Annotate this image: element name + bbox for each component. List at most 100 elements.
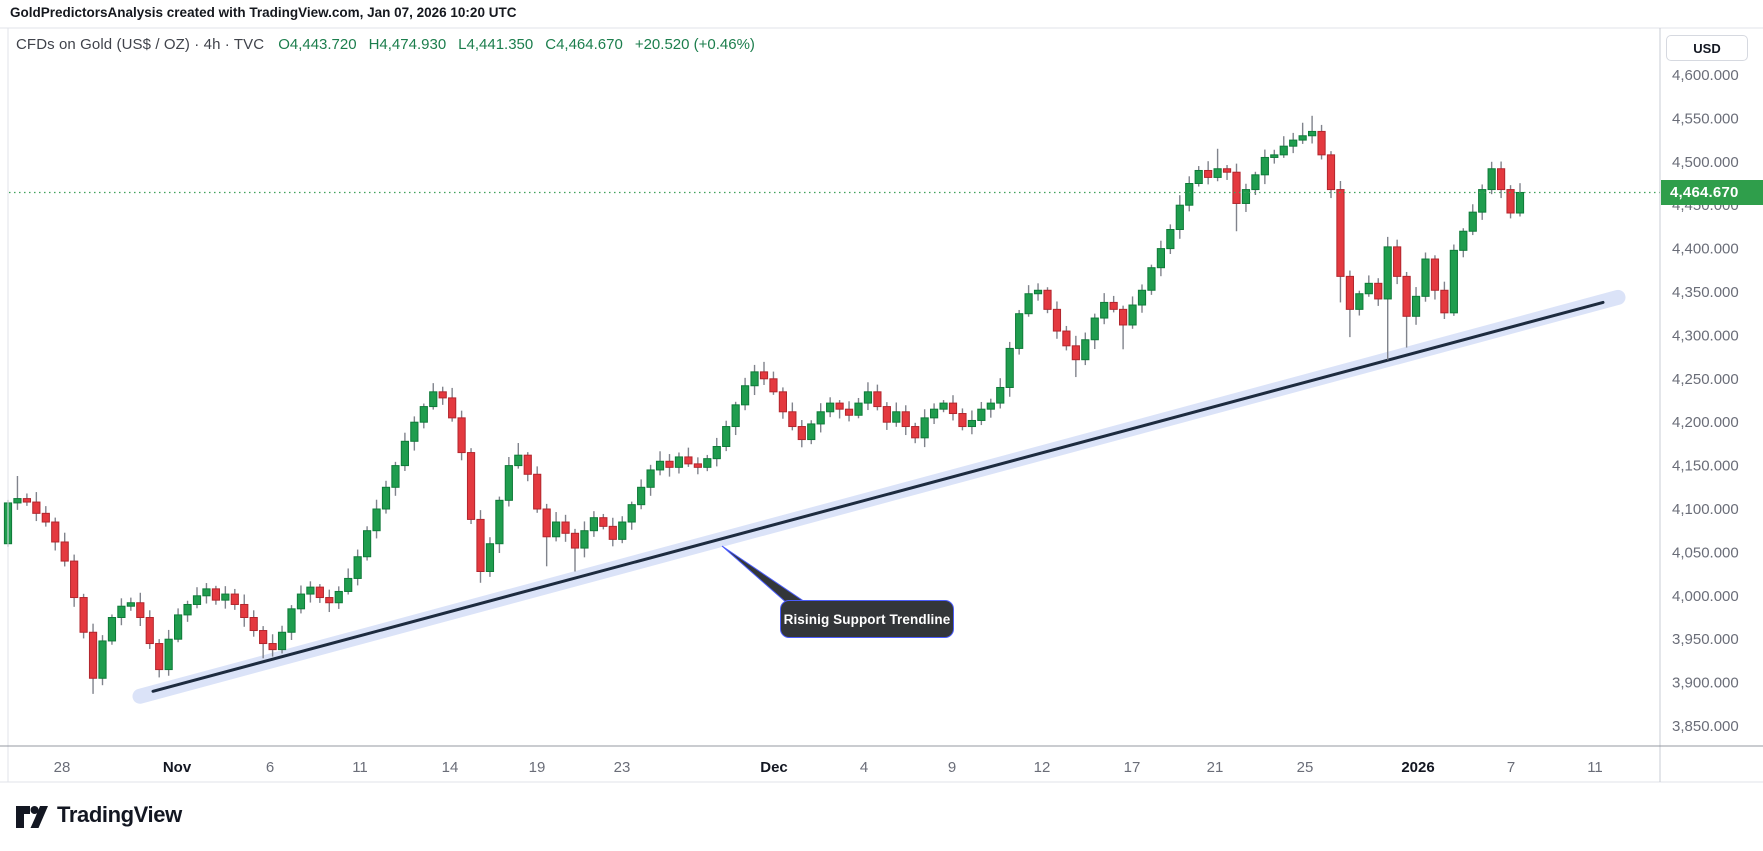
last-price-badge: 4,464.670 [1661,180,1763,205]
candle-body-up [1166,229,1175,250]
candle-body-up [1478,189,1487,213]
candle-body-up [391,465,400,488]
ohlc-high: H4,474.930 [368,36,447,53]
time-tick-label: 21 [1207,759,1224,776]
candle-body-down [211,588,221,601]
candle-body-down [835,402,844,410]
candle-body-down [1119,308,1128,326]
candle-body-down [438,391,447,399]
candle-body-up [296,593,306,610]
candle-body-up [353,556,362,579]
candle-body-up [1308,130,1317,137]
candle-body-down [570,532,580,549]
candle [240,594,249,627]
candle-body-up [287,608,296,633]
candle-body-up [854,402,863,416]
candle [769,371,778,395]
candle-body-up [13,498,22,504]
candle [1345,270,1355,338]
candle [466,448,476,525]
candle [1156,240,1166,277]
trendline-callout[interactable]: Risinig Support Trendline [780,600,954,638]
candle-body-down [1440,289,1449,314]
candle [1090,313,1099,350]
candle-body-up [514,454,523,467]
candle [807,420,816,445]
candle [485,537,495,577]
candle-body-up [1090,317,1099,341]
candle [1033,283,1043,301]
candle-body-down [797,426,806,441]
candle-body-down [882,406,891,423]
candle [410,416,419,451]
candle [1393,239,1402,285]
candle-body-down [315,586,324,599]
candle [1374,278,1383,306]
candle [797,420,806,448]
time-tick-label: 7 [1507,759,1515,776]
candle-body-up [589,517,598,532]
candle [155,639,164,678]
candle [448,387,457,422]
candle-body-up [410,421,419,442]
candle-body-up [1100,301,1109,319]
time-tick-label: 9 [948,759,956,776]
price-tick-label: 4,400.000 [1672,241,1739,258]
candle-body-up [363,530,372,558]
candle-body-up [202,588,211,597]
candle [192,587,202,609]
candle-body-down [788,411,797,428]
candle [1421,252,1430,302]
candle [145,610,154,649]
candle-body-up [400,440,409,467]
candle [98,635,107,686]
candle-body-down [1062,330,1071,347]
currency-button[interactable]: USD [1666,35,1748,61]
price-tick-label: 4,100.000 [1672,501,1739,518]
candle [958,408,967,431]
candle-body-down [1109,301,1118,310]
candle [344,568,353,595]
candle [533,466,542,513]
rising-support-trendline[interactable] [151,300,1605,693]
candle-body-up [703,458,712,468]
candle-body-up [967,419,976,428]
candle [1506,185,1515,219]
candle [22,493,31,506]
candle [722,420,731,452]
candle [1497,161,1506,199]
candle-body-down [88,631,98,679]
candle-body-down [665,460,674,468]
candle-body-down [1430,258,1440,291]
candle-body-down [155,643,164,671]
candle-body-down [1402,275,1411,317]
candle [948,395,958,421]
candle-body-down [542,508,551,538]
candle-body-up [996,386,1005,404]
candle-body-up [863,391,873,404]
candle-body-up [1185,183,1194,206]
candle-body-up [741,385,750,406]
candle [476,510,485,583]
candle [1024,285,1033,317]
candle-body-up [674,456,684,468]
price-tick-label: 4,500.000 [1672,154,1739,171]
candle-body-down [1393,246,1402,277]
candle [1449,244,1458,316]
time-axis[interactable]: 28 Nov 6 11 14 19 23 Dec 4 9 12 17 21 25 2026 7 11 [54,759,1603,776]
candle [1289,132,1298,154]
candle [570,528,580,572]
candle-body-down [51,521,60,543]
price-tick-label: 4,250.000 [1672,371,1739,388]
tradingview-logo[interactable]: TradingView [14,800,182,830]
candle [589,511,598,537]
candle-body-down [1345,275,1355,310]
candle [1308,115,1317,144]
candle-body-down [230,593,239,605]
candle-body-down [249,617,258,632]
time-tick-label: Nov [163,759,192,776]
candle-body-up [1081,339,1090,361]
candle [438,386,447,405]
